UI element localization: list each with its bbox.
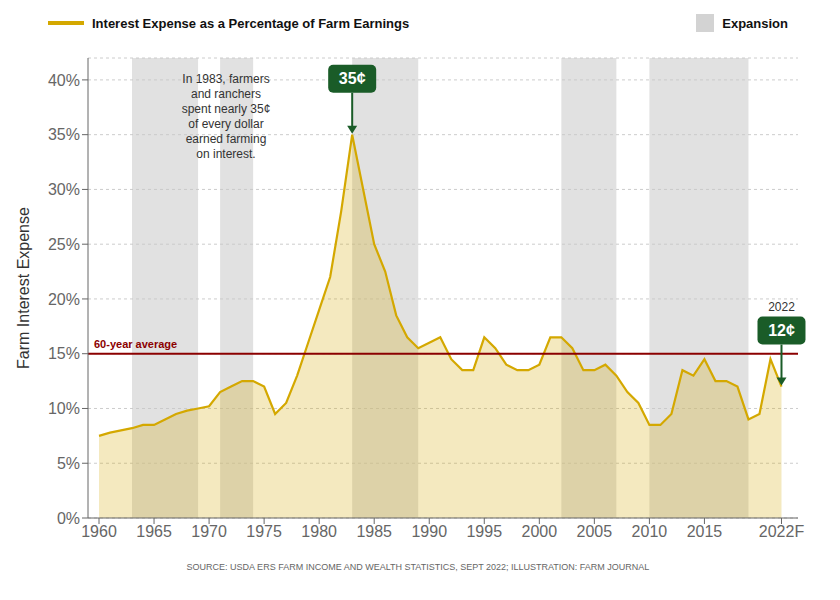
html-text:of every dollar: of every dollar	[188, 117, 264, 131]
html-text:and ranchers: and ranchers	[191, 87, 261, 101]
html-text:Interest Expense as a Percenta: Interest Expense as a Percentage of Farm…	[92, 15, 410, 31]
svg-text:25%: 25%	[48, 236, 80, 253]
svg-text:30%: 30%	[48, 181, 80, 198]
svg-text:12¢: 12¢	[768, 322, 795, 339]
html-text:earned farming: earned farming	[185, 132, 267, 146]
svg-text:1960: 1960	[81, 523, 117, 540]
svg-text:1975: 1975	[246, 523, 282, 540]
svg-text:20%: 20%	[48, 291, 80, 308]
svg-text:40%: 40%	[48, 72, 80, 89]
html-text:on interest.: on interest.	[196, 147, 256, 161]
svg-text:2000: 2000	[522, 523, 558, 540]
html-text:spent nearly 35¢: spent nearly 35¢	[181, 102, 271, 116]
svg-text:35¢: 35¢	[339, 70, 366, 87]
svg-text:2022F: 2022F	[759, 523, 805, 540]
svg-text:Farm Interest Expense: Farm Interest Expense	[15, 207, 32, 369]
html-text:In 1983, farmers: In 1983, farmers	[182, 72, 270, 86]
svg-text:35%: 35%	[48, 126, 80, 143]
svg-text:2005: 2005	[577, 523, 613, 540]
svg-text:2022: 2022	[768, 300, 795, 314]
svg-text:15%: 15%	[48, 345, 80, 362]
svg-text:1965: 1965	[136, 523, 172, 540]
html-text:Expansion: Expansion	[722, 15, 788, 31]
svg-text:1970: 1970	[191, 523, 227, 540]
svg-text:1995: 1995	[466, 523, 502, 540]
svg-text:60-year average: 60-year average	[94, 338, 177, 350]
svg-text:10%: 10%	[48, 400, 80, 417]
svg-text:1985: 1985	[356, 523, 392, 540]
html-text:SOURCE: USDA ERS FARM INCOME A: SOURCE: USDA ERS FARM INCOME AND WEALTH …	[186, 562, 650, 572]
svg-text:1980: 1980	[301, 523, 337, 540]
svg-text:1990: 1990	[411, 523, 447, 540]
svg-text:2015: 2015	[687, 523, 723, 540]
svg-text:0%: 0%	[57, 510, 80, 527]
svg-text:2010: 2010	[632, 523, 668, 540]
svg-text:5%: 5%	[57, 455, 80, 472]
